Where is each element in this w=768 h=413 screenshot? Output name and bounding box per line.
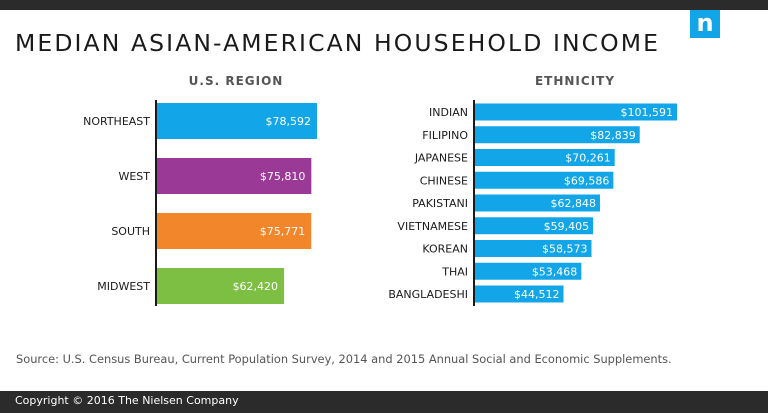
ethnicity-bar (475, 240, 592, 257)
footer-bar: Copyright © 2016 The Nielsen Company (0, 391, 768, 413)
region-category-label: MIDWEST (97, 280, 150, 293)
source-note: Source: U.S. Census Bureau, Current Popu… (16, 352, 672, 366)
top-bar (0, 0, 768, 10)
ethnicity-category-label: VIETNAMESE (397, 220, 468, 233)
region-bar (157, 213, 312, 249)
ethnicity-category-label: BANGLADESHI (388, 288, 468, 301)
ethnicity-bar (475, 126, 640, 144)
ethnicity-bar (475, 171, 614, 189)
ethnicity-category-label: FILIPINO (422, 129, 468, 142)
region-category-label: WEST (118, 170, 150, 183)
ethnicity-category-label: KOREAN (422, 243, 468, 256)
ethnicity-value-label: $53,468 (532, 265, 578, 278)
region-value-label: $75,810 (260, 170, 306, 183)
ethnicity-bar (475, 217, 594, 235)
region-value-label: $75,771 (260, 225, 306, 238)
region-value-label: $62,420 (233, 280, 279, 293)
ethnicity-value-label: $101,591 (621, 106, 674, 119)
ethnicity-category-label: INDIAN (429, 106, 468, 119)
region-bar (157, 158, 312, 194)
region-panel-title: U.S. REGION (189, 74, 284, 88)
ethnicity-value-label: $62,848 (550, 197, 596, 210)
region-category-label: SOUTH (111, 225, 150, 238)
ethnicity-category-label: PAKISTANI (412, 197, 468, 210)
ethnicity-category-label: CHINESE (420, 174, 468, 187)
ethnicity-category-label: THAI (441, 265, 468, 278)
ethnicity-value-label: $44,512 (514, 288, 560, 301)
ethnicity-bar (475, 285, 564, 303)
region-bar (157, 103, 317, 139)
ethnicity-value-label: $69,586 (564, 174, 610, 187)
copyright-text: Copyright © 2016 The Nielsen Company (15, 394, 239, 407)
page-title: MEDIAN ASIAN-AMERICAN HOUSEHOLD INCOME (15, 29, 661, 57)
region-bar (157, 268, 285, 304)
ethnicity-bar (475, 149, 615, 166)
region-value-label: $78,592 (266, 115, 312, 128)
ethnicity-value-label: $59,405 (544, 220, 590, 233)
nielsen-logo-icon: n (690, 10, 720, 38)
ethnicity-value-label: $82,839 (590, 129, 636, 142)
ethnicity-category-label: JAPANESE (414, 152, 468, 165)
ethnicity-value-label: $70,261 (565, 152, 611, 165)
ethnicity-bar (475, 103, 677, 121)
ethnicity-bar (475, 262, 582, 280)
ethnicity-bar (475, 194, 600, 212)
ethnicity-value-label: $58,573 (542, 243, 588, 256)
region-category-label: NORTHEAST (83, 115, 150, 128)
ethnicity-panel-title: ETHNICITY (535, 74, 615, 88)
